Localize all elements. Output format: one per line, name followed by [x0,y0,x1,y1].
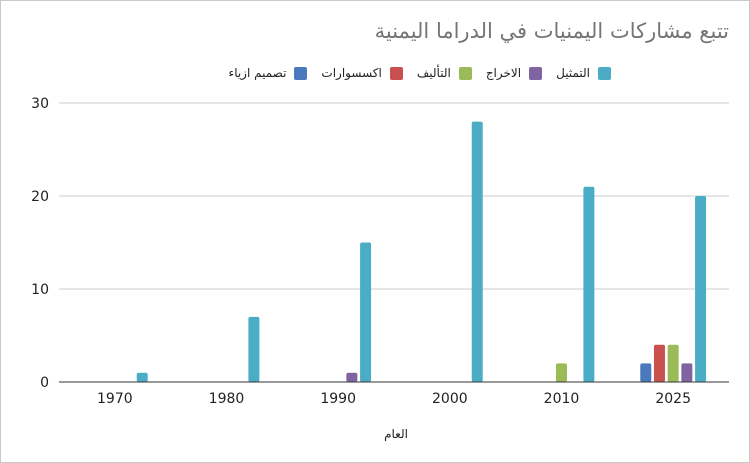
bar [695,196,707,382]
y-tick-label: 30 [31,96,49,112]
bar [471,121,483,382]
chart-title: تتبع مشاركات اليمنيات في الدراما اليمنية [374,19,729,43]
legend: التمثيل الاخراج التأليف اكسسوارات تصميم ازيا… [151,63,611,83]
y-tick-label: 0 [40,375,49,391]
legend-label: الاخراج [485,66,522,80]
legend-label: التأليف [416,66,451,80]
legend-item: اكسسوارات [321,66,403,80]
x-axis-title: العام [384,427,408,441]
x-tick-label: 1980 [209,391,245,407]
legend-swatch [389,66,403,80]
y-tick-label: 20 [31,189,49,205]
legend-item: الاخراج [485,66,543,80]
bar [667,344,679,382]
bar [681,363,693,382]
bar [360,242,372,382]
x-tick-label: 2025 [655,391,691,407]
bar [136,372,148,382]
legend-item: التمثيل [556,66,611,80]
bar [653,344,665,382]
legend-label: التمثيل [556,66,590,80]
x-tick-label: 1990 [320,391,356,407]
x-tick-label: 2000 [432,391,468,407]
bar [640,363,652,382]
bar [346,372,358,382]
legend-item: تصميم ازياء [229,66,308,80]
y-tick-label: 10 [31,282,49,298]
x-tick-label: 1970 [97,391,133,407]
bar [556,363,567,382]
legend-swatch [294,66,308,80]
bar [248,316,260,382]
legend-label: اكسسوارات [321,66,382,80]
x-tick-label: 2010 [544,391,580,407]
bar [583,186,595,382]
legend-item: التأليف [417,66,472,80]
legend-label: تصميم ازياء [228,66,287,80]
legend-swatch [458,66,472,80]
legend-swatch [529,66,543,80]
legend-swatch [598,66,611,80]
